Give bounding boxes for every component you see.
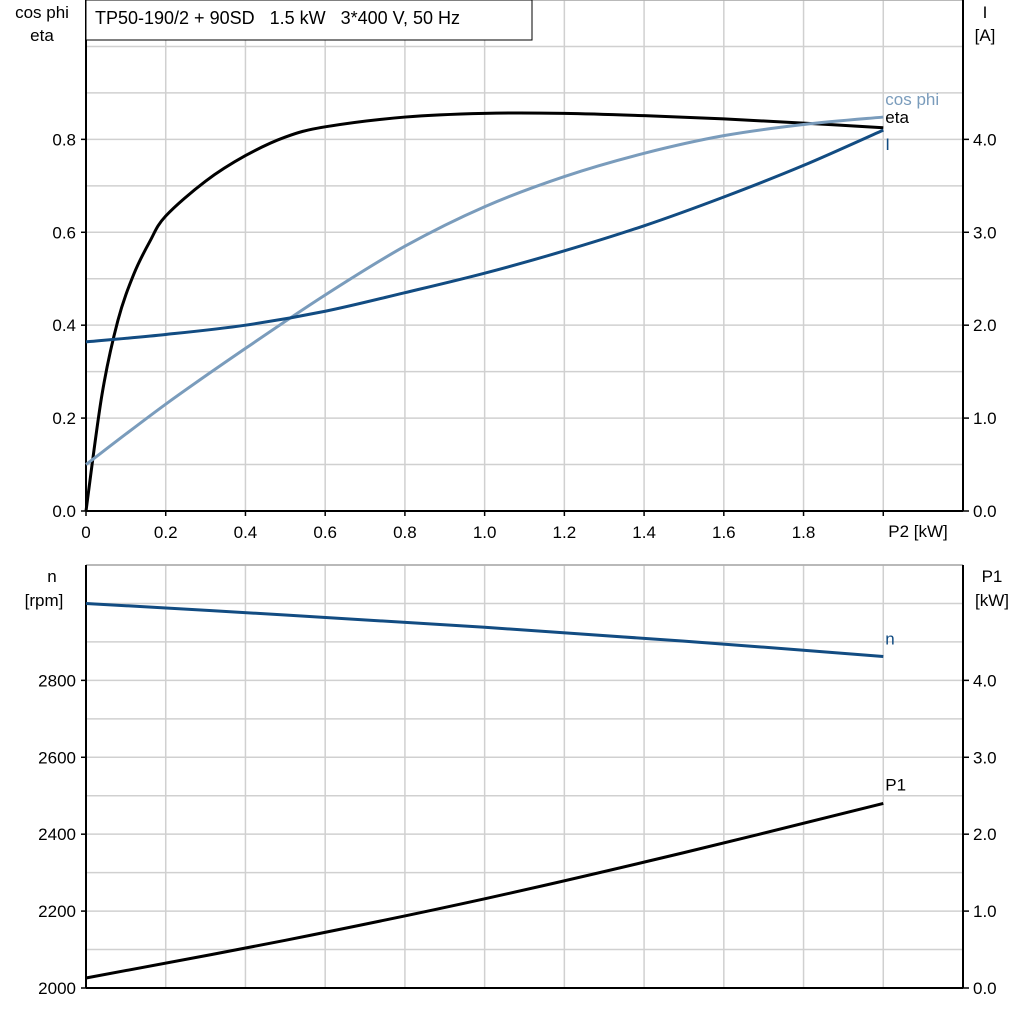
y-tick-label-right: 4.0 bbox=[973, 671, 997, 690]
x-tick-label: 1.4 bbox=[632, 523, 656, 542]
curve-label-p1: P1 bbox=[885, 775, 906, 794]
y-tick-label-right: 2.0 bbox=[973, 316, 997, 335]
curve-eta bbox=[84, 111, 884, 512]
curve-i bbox=[85, 128, 884, 344]
y-tick-label-left: 0.4 bbox=[52, 316, 76, 335]
x-tick-label: 0.4 bbox=[234, 523, 258, 542]
y-tick-label-right: 0.0 bbox=[973, 502, 997, 521]
chart-title: TP50-190/2 + 90SD 1.5 kW 3*400 V, 50 Hz bbox=[95, 8, 460, 28]
x-tick-label: 1.8 bbox=[792, 523, 816, 542]
x-tick-label: 1.0 bbox=[473, 523, 497, 542]
x-tick-label: 1.6 bbox=[712, 523, 736, 542]
y-tick-label-right: 4.0 bbox=[973, 130, 997, 149]
curve-p1 bbox=[85, 801, 884, 980]
bottom-left-axis-label-2: [rpm] bbox=[25, 591, 64, 610]
curve-label-i: I bbox=[885, 135, 890, 154]
top-right-axis-label-1: I bbox=[983, 3, 988, 22]
bottom-right-axis-label-2: [kW] bbox=[975, 591, 1009, 610]
x-tick-label: 1.2 bbox=[553, 523, 577, 542]
top-right-axis-label-2: [A] bbox=[975, 26, 996, 45]
x-tick-label: 0 bbox=[81, 523, 90, 542]
curve-cos-phi bbox=[85, 115, 884, 466]
top-left-axis-label-1: cos phi bbox=[15, 3, 69, 22]
y-tick-label-left: 0.8 bbox=[52, 130, 76, 149]
y-tick-label-right: 1.0 bbox=[973, 902, 997, 921]
bottom-right-axis-label-1: P1 bbox=[982, 567, 1003, 586]
y-tick-label-left: 2800 bbox=[38, 671, 76, 690]
x-tick-label: 0.6 bbox=[313, 523, 337, 542]
x-axis-label: P2 [kW] bbox=[888, 522, 948, 541]
y-tick-label-right: 2.0 bbox=[973, 825, 997, 844]
curve-label-cos-phi: cos phi bbox=[885, 90, 939, 109]
x-tick-label: 0.8 bbox=[393, 523, 417, 542]
y-tick-label-right: 1.0 bbox=[973, 409, 997, 428]
curve-n bbox=[85, 601, 884, 659]
y-tick-label-left: 2000 bbox=[38, 979, 76, 998]
y-tick-label-left: 0.2 bbox=[52, 409, 76, 428]
y-tick-label-left: 0.6 bbox=[52, 223, 76, 242]
bottom-left-axis-label-1: n bbox=[47, 567, 56, 586]
y-tick-label-right: 0.0 bbox=[973, 979, 997, 998]
y-tick-label-right: 3.0 bbox=[973, 748, 997, 767]
x-tick-label: 0.2 bbox=[154, 523, 178, 542]
y-tick-label-left: 2200 bbox=[38, 902, 76, 921]
y-tick-label-left: 0.0 bbox=[52, 502, 76, 521]
y-tick-label-left: 2400 bbox=[38, 825, 76, 844]
y-tick-label-right: 3.0 bbox=[973, 223, 997, 242]
y-tick-label-left: 2600 bbox=[38, 748, 76, 767]
curve-label-eta: eta bbox=[885, 108, 909, 127]
title-box bbox=[85, 0, 533, 41]
curve-label-n: n bbox=[885, 630, 894, 649]
top-left-axis-label-2: eta bbox=[30, 26, 54, 45]
